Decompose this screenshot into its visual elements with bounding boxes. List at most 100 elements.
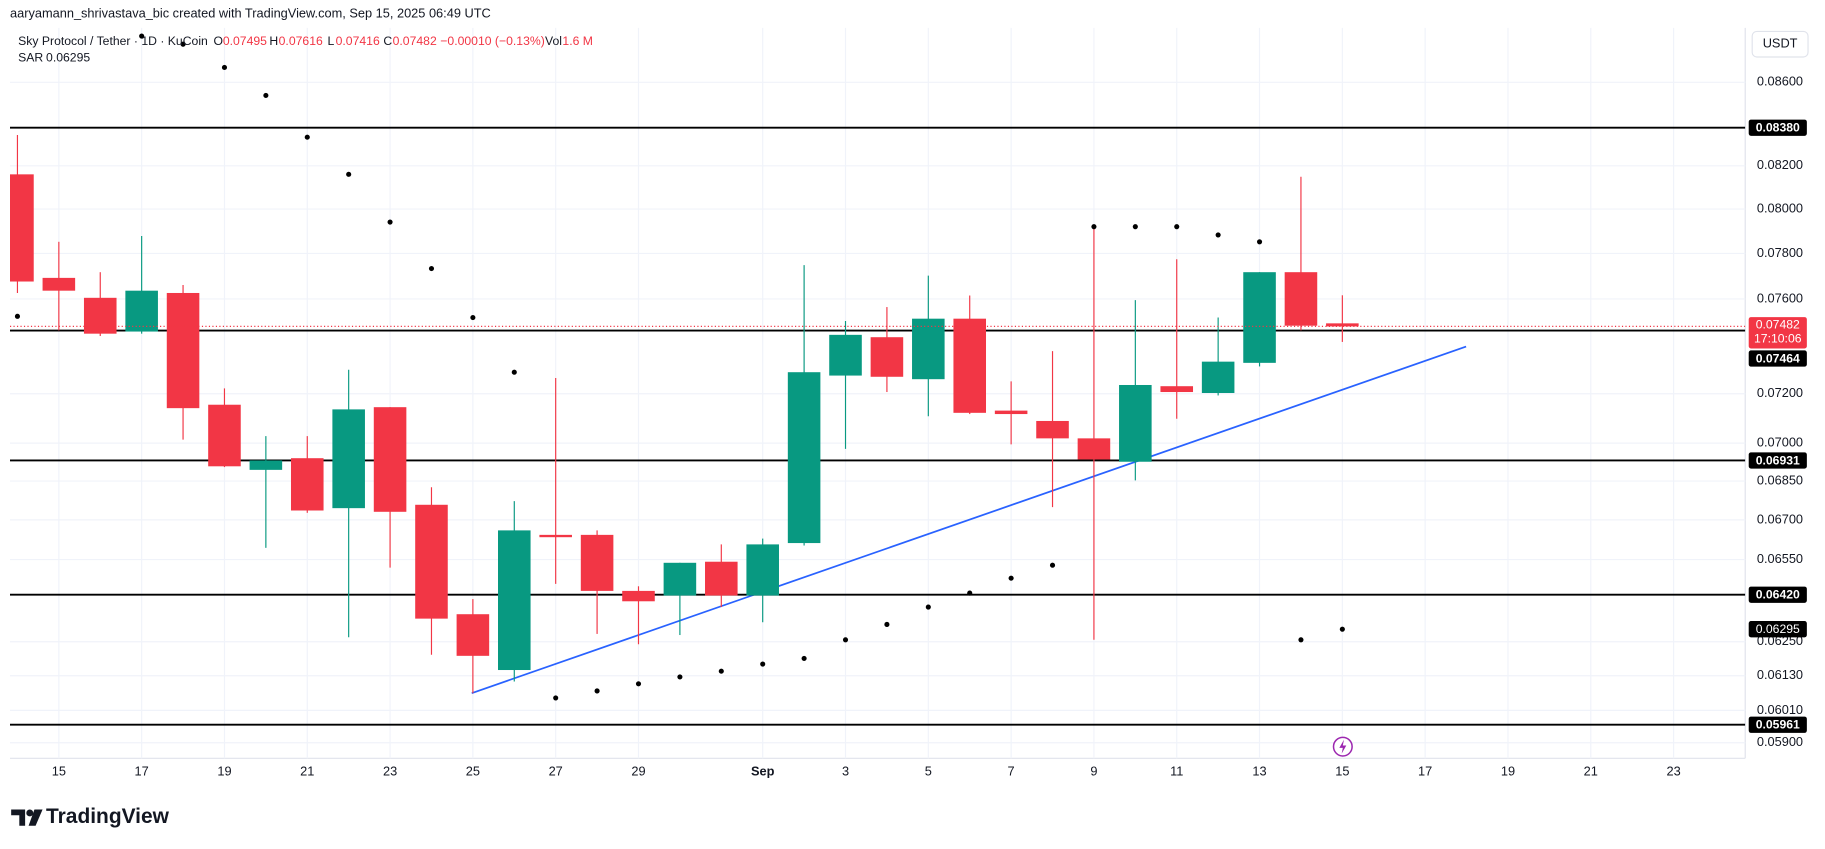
level-label: 0.06420 bbox=[1756, 588, 1800, 602]
sar-dot bbox=[967, 590, 973, 596]
plot-area bbox=[10, 33, 1746, 726]
y-tick-label: 0.07600 bbox=[1757, 290, 1803, 305]
y-tick-label: 0.06010 bbox=[1757, 702, 1803, 717]
candle-body bbox=[663, 562, 697, 596]
y-tick-label: 0.05900 bbox=[1757, 734, 1803, 749]
sar-dot bbox=[1339, 626, 1345, 632]
low-value: 0.07416 bbox=[336, 34, 380, 48]
x-tick-label: 7 bbox=[1008, 764, 1015, 779]
candle-body bbox=[787, 372, 821, 544]
sar-dot bbox=[677, 674, 683, 680]
sar-dot bbox=[387, 219, 393, 225]
sar-dot bbox=[801, 655, 807, 661]
y-tick-label: 0.08200 bbox=[1757, 157, 1803, 172]
sar-dot bbox=[1215, 232, 1221, 238]
close-label: C bbox=[383, 34, 392, 48]
sar-dot bbox=[1256, 239, 1263, 245]
candle-body bbox=[1160, 386, 1194, 393]
sar-dot bbox=[221, 64, 228, 71]
sar-dot bbox=[594, 688, 600, 694]
candle-body bbox=[1077, 438, 1111, 460]
candle-body bbox=[1243, 272, 1276, 363]
x-tick-label: 17 bbox=[135, 764, 149, 779]
sar-dot bbox=[180, 41, 186, 47]
last-price-box bbox=[1748, 317, 1807, 349]
high-label: H bbox=[269, 34, 278, 48]
candle-body bbox=[539, 534, 572, 538]
sar-dot bbox=[1008, 575, 1014, 581]
x-tick-label: 19 bbox=[217, 764, 231, 779]
close-value: 0.07482 bbox=[393, 34, 437, 48]
alert-icon bbox=[1332, 736, 1353, 757]
currency-button[interactable] bbox=[1751, 30, 1809, 58]
low-label: L bbox=[328, 34, 335, 48]
level-label-box bbox=[1748, 716, 1807, 733]
sar-dot bbox=[553, 695, 559, 701]
y-tick-label: 0.08600 bbox=[1757, 74, 1803, 89]
logo-icon bbox=[11, 809, 43, 826]
volume: 1.6 M bbox=[562, 34, 593, 48]
sar-dot bbox=[14, 313, 21, 319]
x-tick-label: 15 bbox=[52, 764, 66, 779]
candle-body bbox=[125, 290, 158, 332]
sar-dot bbox=[842, 637, 849, 643]
attribution: aaryamann_shrivastava_bic created with T… bbox=[10, 5, 491, 20]
sar-dot bbox=[346, 171, 352, 177]
candle-body bbox=[456, 614, 490, 656]
candle-body bbox=[829, 334, 862, 376]
sar-dot bbox=[1132, 224, 1138, 230]
candle-body bbox=[580, 534, 614, 591]
level-label-box bbox=[1748, 350, 1807, 367]
trend-line bbox=[471, 345, 1467, 694]
x-tick-label: 9 bbox=[1090, 764, 1097, 779]
sar-dot bbox=[1174, 224, 1180, 230]
candle-body bbox=[42, 277, 76, 291]
sar-dot bbox=[1091, 224, 1097, 230]
high-value: 0.07616 bbox=[279, 34, 323, 48]
last-price-label: 0.07482 bbox=[1756, 317, 1800, 331]
y-tick-label: 0.06130 bbox=[1757, 667, 1803, 682]
sar-value: 0.06295 bbox=[46, 50, 90, 64]
candle-body bbox=[498, 530, 531, 671]
candle-body bbox=[1284, 272, 1318, 326]
candle-body bbox=[166, 292, 200, 409]
sar-dot bbox=[428, 265, 435, 272]
sar-dot bbox=[1049, 562, 1056, 568]
candle-body bbox=[994, 410, 1028, 415]
x-tick-label: 11 bbox=[1170, 764, 1183, 779]
y-tick-label: 0.07000 bbox=[1757, 434, 1803, 449]
sar-dot bbox=[760, 661, 766, 667]
level-label: 0.08380 bbox=[1756, 121, 1800, 135]
sar-dot bbox=[304, 134, 310, 140]
sar-dot bbox=[139, 33, 145, 39]
sar-dot bbox=[718, 668, 724, 674]
level-label-box bbox=[1748, 119, 1807, 136]
x-tick-label: Sep bbox=[751, 764, 775, 779]
currency[interactable]: USDT bbox=[1763, 36, 1798, 51]
y-tick-label: 0.07200 bbox=[1757, 385, 1803, 400]
y-tick-label: 0.06850 bbox=[1757, 472, 1803, 487]
x-tick-label: 15 bbox=[1335, 764, 1349, 779]
candle-body bbox=[290, 458, 324, 511]
x-tick-label: 3 bbox=[842, 764, 849, 779]
x-tick-label: 19 bbox=[1501, 764, 1515, 779]
candle-body bbox=[249, 460, 283, 470]
sar-dot bbox=[1298, 637, 1304, 643]
candle-body bbox=[208, 404, 241, 467]
sar-dot bbox=[263, 92, 269, 98]
x-tick-label: 23 bbox=[1666, 764, 1680, 779]
x-tick-label: 25 bbox=[466, 764, 480, 779]
sar-dot bbox=[635, 681, 642, 687]
x-tick-label: 21 bbox=[1584, 764, 1598, 779]
candle-body bbox=[705, 561, 738, 596]
candle-body bbox=[912, 318, 945, 380]
y-tick-label: 0.06550 bbox=[1757, 551, 1803, 566]
sar-dot bbox=[470, 314, 476, 321]
y-tick-label: 0.08000 bbox=[1757, 200, 1803, 215]
sar-dot bbox=[925, 604, 931, 610]
candle-body bbox=[1201, 361, 1235, 394]
sar-dot bbox=[884, 621, 890, 628]
x-tick-label: 13 bbox=[1252, 764, 1266, 779]
